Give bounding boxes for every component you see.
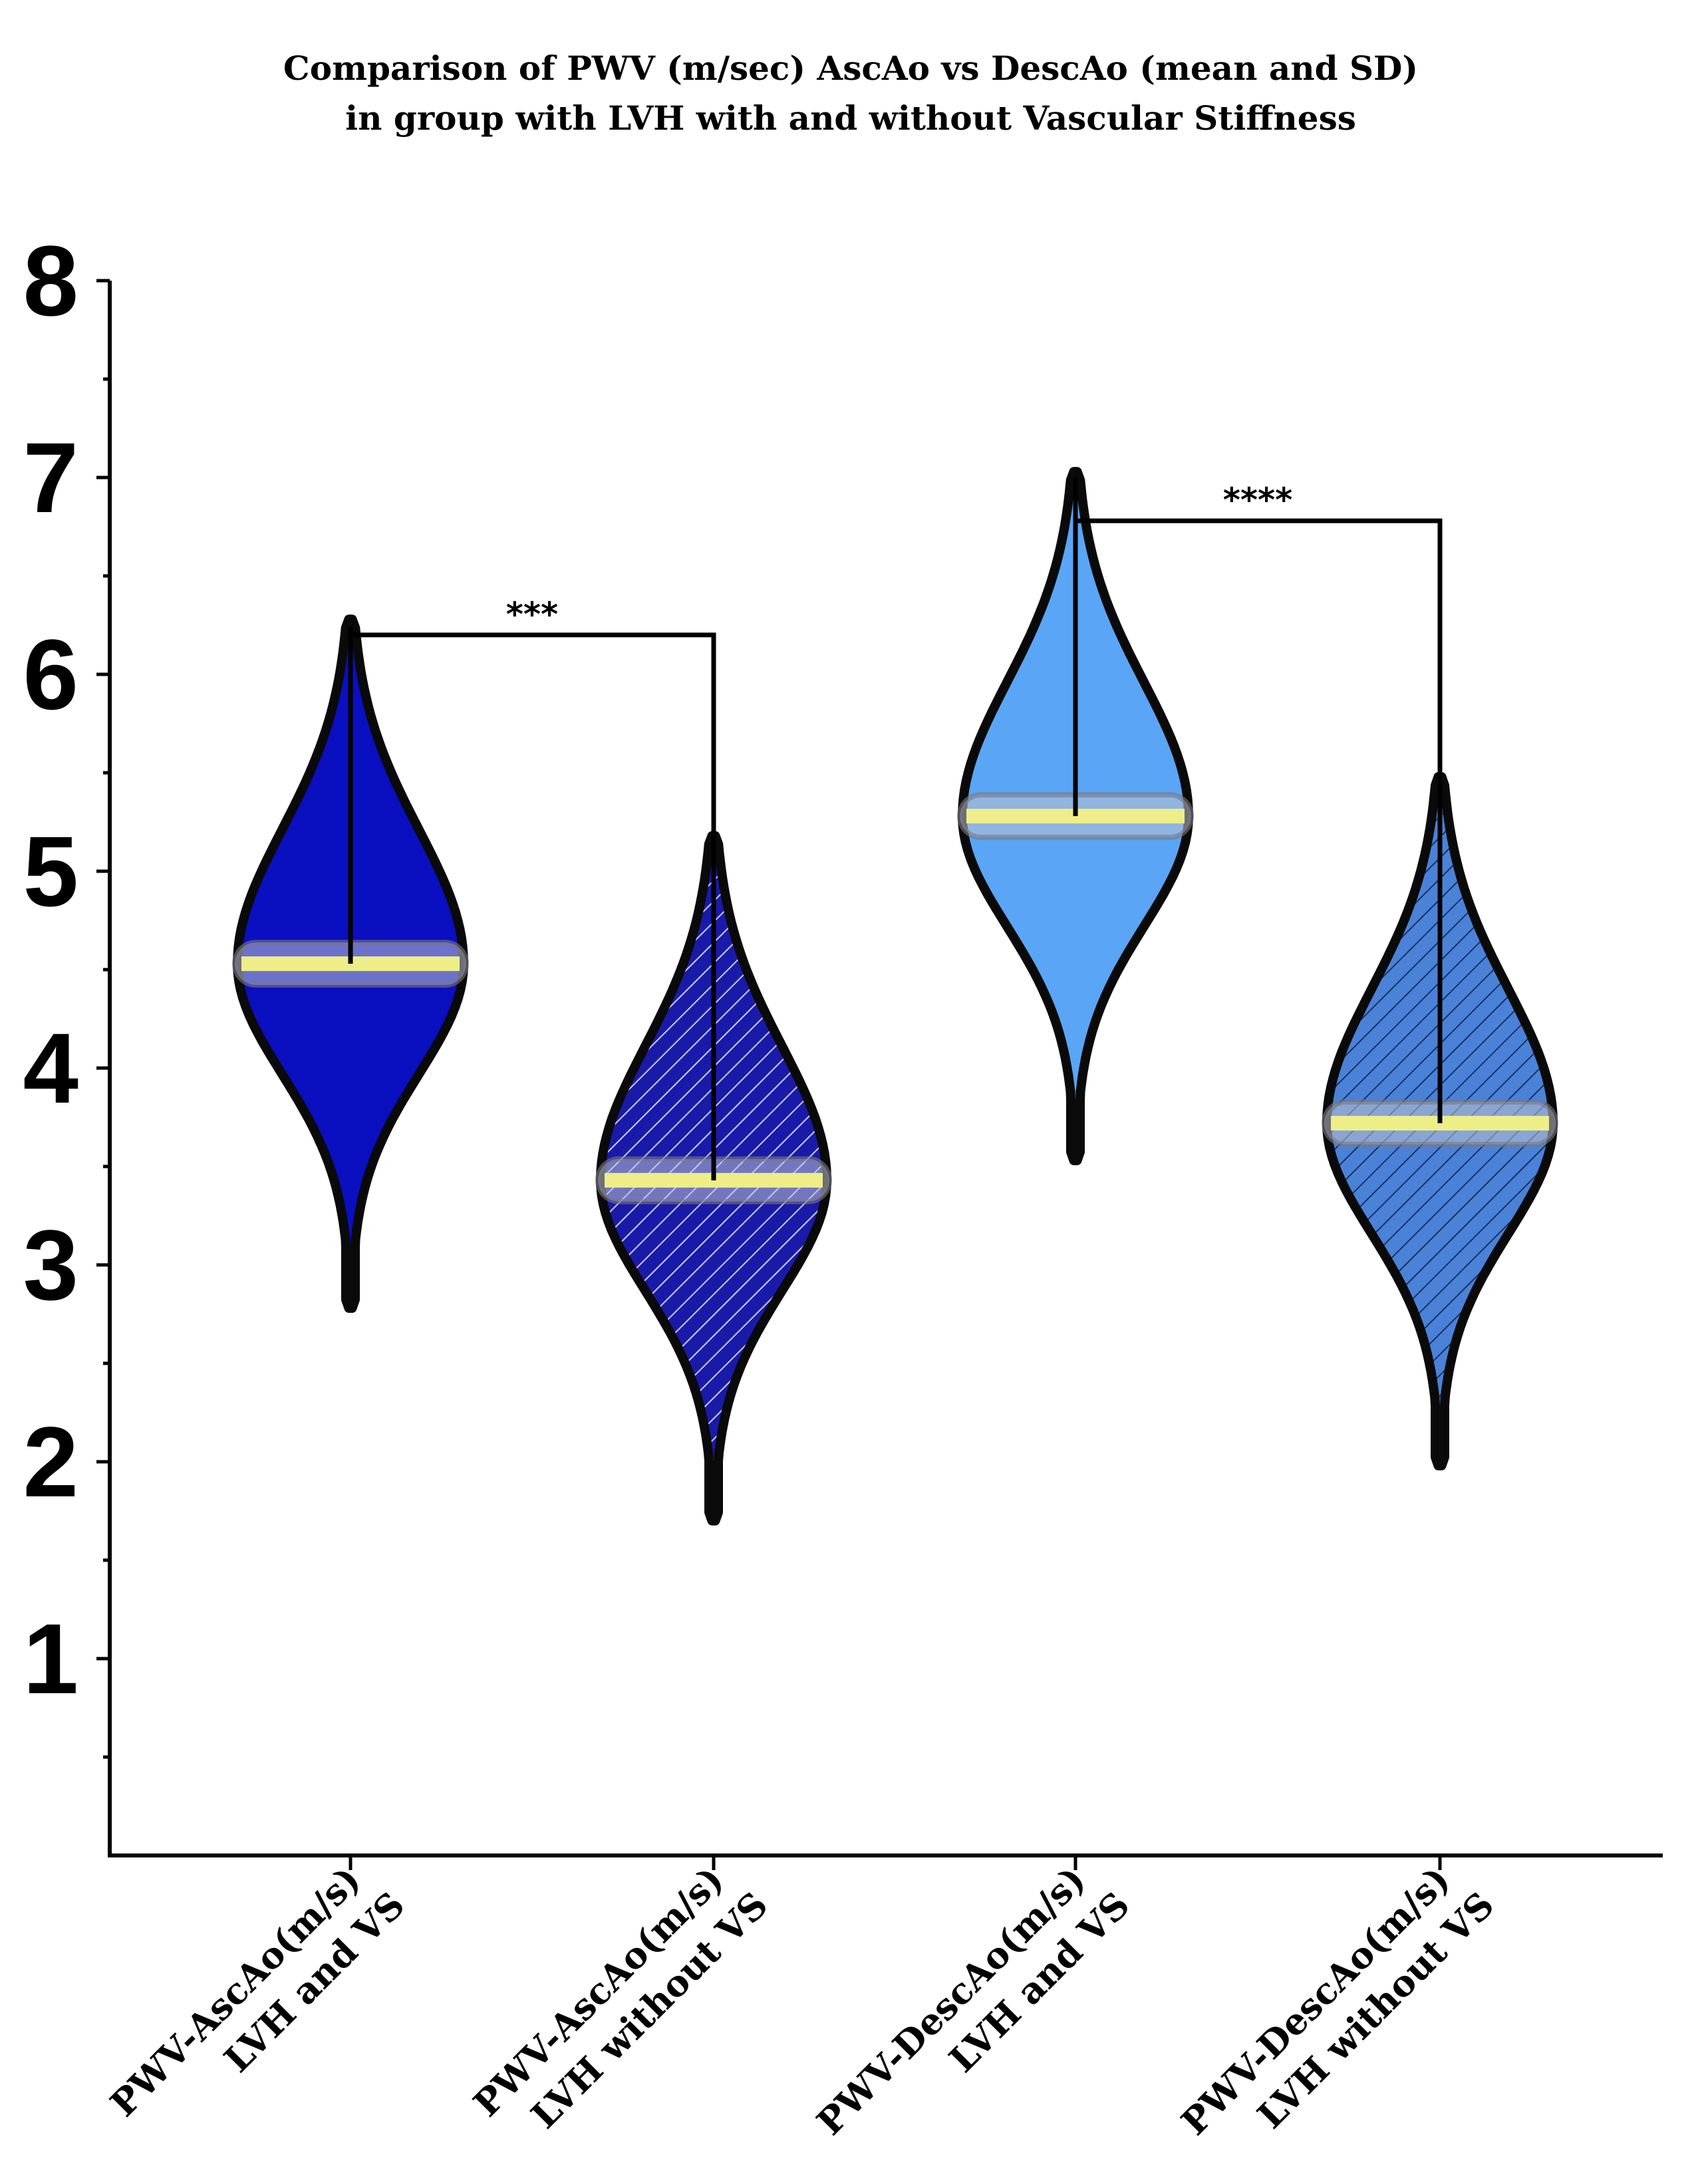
chart-title: Comparison of PWV (m/sec) AscAo vs DescA…	[283, 49, 1418, 88]
significance-bracket	[351, 632, 716, 1180]
x-tick-label: PWV-AscAo(m/s)LVH without VS	[465, 1849, 776, 2159]
x-tick-label: PWV-AscAo(m/s)LVH and VS	[102, 1849, 412, 2159]
x-tick-label-line1: PWV-DescAo(m/s)	[1173, 1858, 1458, 2143]
x-tick-label: PWV-DescAo(m/s)LVH without VS	[1173, 1849, 1502, 2178]
x-axis-ticks: PWV-AscAo(m/s)LVH and VS PWV-AscAo(m/s)LV…	[102, 1849, 1502, 2178]
violins-layer	[232, 467, 1558, 1526]
y-tick-label: 6	[23, 618, 78, 730]
y-axis-ticks: 1 2 3 4 5 6 7 8	[23, 225, 110, 1759]
significance-layer: *******	[351, 481, 1443, 1180]
y-tick-label: 8	[23, 225, 78, 337]
x-tick-label: PWV-DescAo(m/s)LVH and VS	[808, 1849, 1137, 2178]
significance-label: ***	[506, 595, 558, 634]
y-tick-label: 5	[23, 815, 78, 927]
significance-bracket	[1075, 518, 1443, 1123]
y-tick-label: 3	[23, 1209, 78, 1321]
significance-label: ****	[1223, 481, 1293, 519]
x-tick-label-line1: PWV-DescAo(m/s)	[808, 1858, 1093, 2143]
chart-subtitle: in group with LVH with and without Vascu…	[345, 98, 1356, 138]
y-tick-label: 1	[23, 1603, 78, 1714]
y-tick-label: 7	[23, 422, 78, 533]
y-tick-label: 4	[23, 1012, 78, 1124]
y-tick-label: 2	[23, 1406, 78, 1518]
